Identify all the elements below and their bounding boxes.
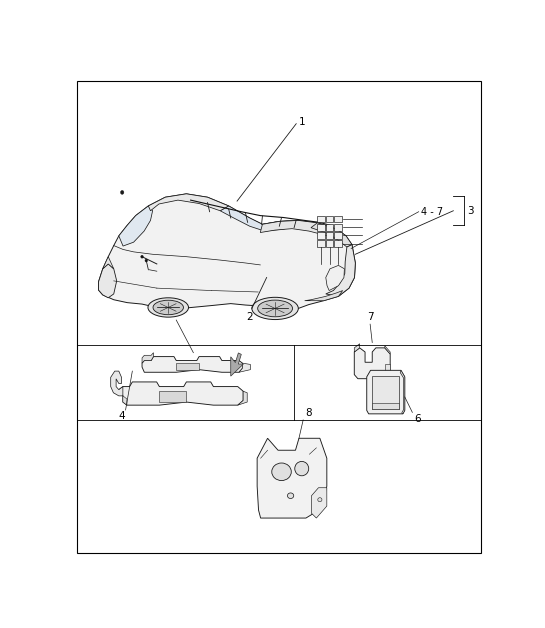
Polygon shape (119, 206, 153, 246)
Polygon shape (148, 194, 229, 211)
Polygon shape (239, 363, 250, 372)
Polygon shape (103, 257, 114, 269)
Polygon shape (257, 438, 327, 518)
Bar (334, 241, 342, 247)
Text: 7: 7 (367, 312, 373, 322)
Polygon shape (326, 266, 344, 291)
Bar (334, 232, 342, 239)
Polygon shape (326, 244, 355, 296)
Polygon shape (354, 344, 360, 352)
Bar (317, 224, 325, 230)
Text: 4 - 7: 4 - 7 (421, 207, 443, 217)
Polygon shape (372, 376, 399, 409)
Polygon shape (385, 346, 390, 354)
Circle shape (141, 255, 143, 258)
Polygon shape (367, 371, 405, 414)
Ellipse shape (272, 463, 291, 480)
Polygon shape (312, 488, 327, 518)
Polygon shape (99, 264, 117, 298)
Circle shape (120, 190, 124, 194)
Polygon shape (354, 348, 390, 379)
Text: 8: 8 (305, 408, 312, 418)
Text: 3: 3 (467, 206, 474, 216)
Polygon shape (311, 223, 352, 247)
Polygon shape (372, 403, 399, 409)
Polygon shape (400, 371, 405, 414)
Text: 6: 6 (414, 414, 421, 424)
Circle shape (145, 259, 148, 262)
Ellipse shape (295, 462, 308, 476)
Polygon shape (111, 371, 123, 396)
Bar (326, 224, 334, 230)
Bar (334, 215, 342, 222)
Bar (317, 241, 325, 247)
Polygon shape (142, 353, 154, 363)
Text: 4: 4 (119, 411, 125, 421)
Ellipse shape (258, 300, 293, 317)
Text: 2: 2 (246, 312, 253, 322)
Text: 5: 5 (161, 308, 167, 317)
Polygon shape (159, 391, 186, 402)
Ellipse shape (153, 300, 184, 315)
Ellipse shape (252, 297, 298, 320)
Bar (326, 241, 334, 247)
Polygon shape (99, 194, 355, 310)
Polygon shape (142, 357, 243, 372)
Polygon shape (238, 391, 247, 405)
Ellipse shape (287, 493, 294, 499)
Polygon shape (220, 206, 298, 231)
Bar (334, 224, 342, 230)
Polygon shape (385, 364, 390, 374)
Polygon shape (231, 353, 244, 376)
Polygon shape (305, 291, 343, 301)
Bar (317, 215, 325, 222)
Ellipse shape (318, 498, 322, 502)
Bar (326, 215, 334, 222)
Polygon shape (123, 396, 127, 405)
Polygon shape (261, 220, 346, 241)
Polygon shape (119, 382, 243, 405)
Text: 1: 1 (299, 117, 306, 127)
Ellipse shape (148, 298, 189, 317)
Polygon shape (176, 363, 199, 370)
Bar (317, 232, 325, 239)
Bar (326, 232, 334, 239)
